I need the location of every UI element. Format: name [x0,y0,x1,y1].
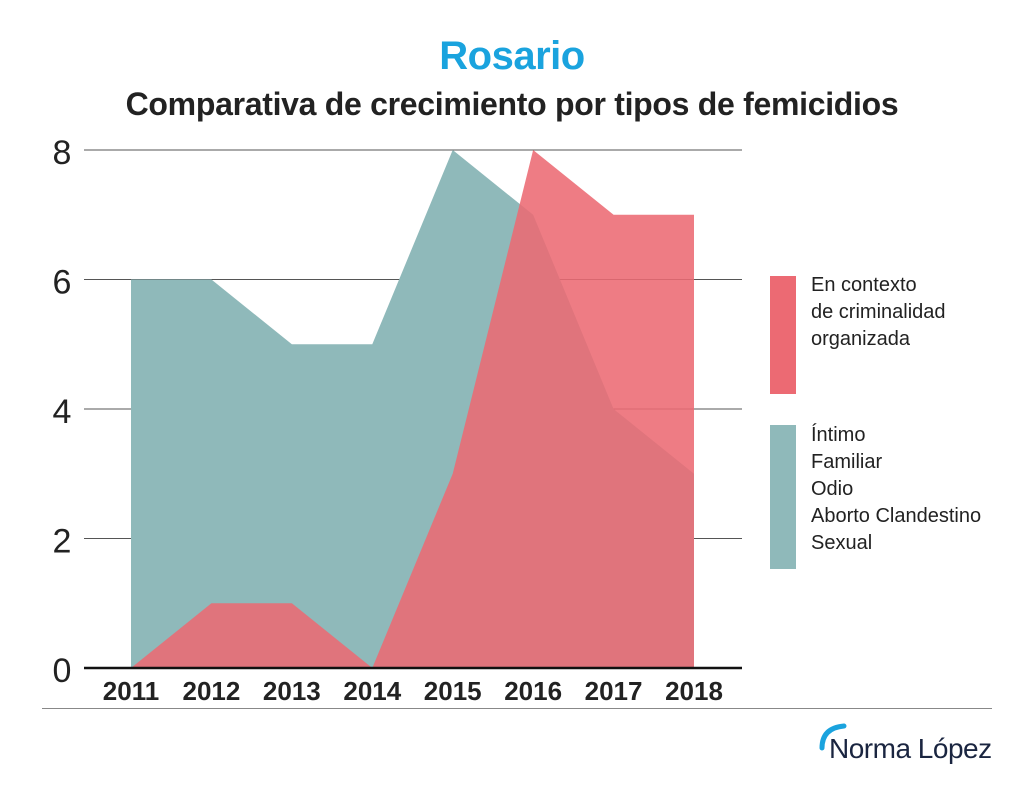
legend-line: En contexto [811,274,917,296]
x-tick-label: 2013 [263,676,321,706]
legend-line: Aborto Clandestino [811,505,982,527]
area-chart: 0 2 4 6 8 2011 2012 2013 2014 2015 2016 2017 2018 [53,134,742,706]
x-tick-label: 2012 [183,676,241,706]
x-tick-label: 2017 [585,676,643,706]
legend-line: de criminalidad [811,301,946,323]
legend-swatch-red [770,276,796,394]
legend-line: Familiar [811,451,883,473]
y-tick-label: 4 [53,393,72,431]
legend-label-organized: En contexto de criminalidad organizada [811,272,946,353]
brand-name: Norma López [829,733,992,764]
legend-line: organizada [811,328,910,350]
area-series-organized [131,150,694,668]
x-tick-label: 2016 [504,676,562,706]
arc-logo-icon [819,723,847,751]
legend-swatch-teal [770,425,796,569]
x-tick-label: 2014 [343,676,401,706]
y-tick-label: 2 [53,523,72,561]
x-tick-label: 2018 [665,676,723,706]
y-tick-label: 6 [53,264,72,302]
legend-label-intimate: Íntimo Familiar Odio Aborto Clandestino Sexu… [811,422,981,557]
chart-subtitle: Comparativa de crecimiento por tipos de … [125,86,899,122]
chart-title: Rosario [439,34,585,78]
legend-line: Íntimo [811,424,866,446]
x-tick-label: 2011 [103,676,159,706]
y-tick-label: 8 [53,134,72,172]
y-tick-label: 0 [53,652,72,690]
legend-line: Sexual [811,532,873,554]
legend-line: Odio [811,478,854,500]
footer-divider [42,708,992,709]
x-tick-label: 2015 [424,676,482,706]
